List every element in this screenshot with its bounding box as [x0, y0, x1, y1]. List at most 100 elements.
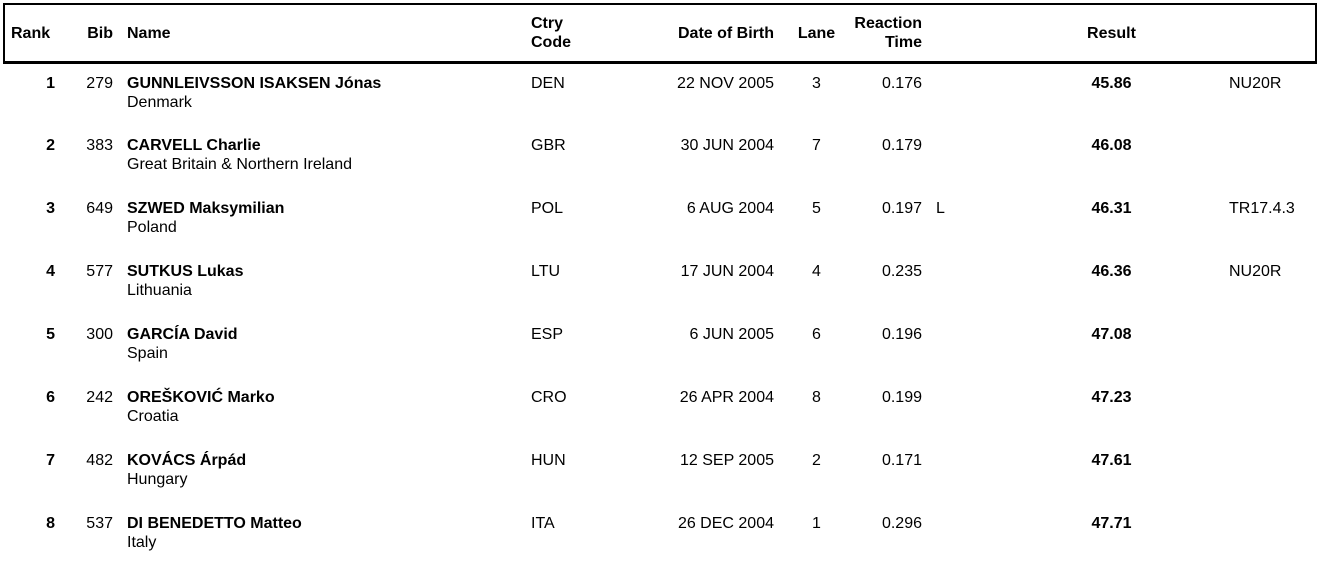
- col-header-name-label: Name: [127, 24, 171, 42]
- bib-cell: 383: [86, 136, 113, 154]
- athlete-name: CARVELL Charlie: [127, 136, 261, 154]
- remark-cell: [1219, 126, 1316, 189]
- name-cell: GARCÍA David Spain: [119, 315, 524, 378]
- result-cell: 45.86: [1091, 75, 1132, 92]
- reaction-flag-cell: L: [936, 199, 945, 217]
- country-code-cell: GBR: [531, 136, 566, 154]
- table-row: 8 537 DI BENEDETTO Matteo Italy ITA 26 D…: [4, 504, 1316, 567]
- col-header-reaction-flag: [924, 3, 1004, 64]
- table-header-row: Rank Bib Name Ctry Code Date of Birth La…: [3, 3, 1317, 64]
- name-cell: OREŠKOVIĆ Marko Croatia: [119, 378, 524, 441]
- col-header-lane-label: Lane: [797, 24, 836, 42]
- col-header-date-of-birth: Date of Birth: [614, 3, 779, 64]
- col-header-remark: [1219, 3, 1317, 64]
- lane-cell: 2: [812, 451, 821, 469]
- table-row: 1 279 GUNNLEIVSSON ISAKSEN Jónas Denmark…: [4, 63, 1316, 126]
- rank-cell: 1: [46, 75, 55, 92]
- table-row: 2 383 CARVELL Charlie Great Britain & No…: [4, 126, 1316, 189]
- rank-cell: 5: [46, 325, 55, 343]
- col-header-bib-label: Bib: [87, 24, 113, 42]
- rank-cell: 7: [46, 451, 55, 469]
- date-of-birth-cell: 26 DEC 2004: [677, 514, 774, 532]
- reaction-time-cell: 0.235: [881, 262, 922, 280]
- reaction-flag-cell: [924, 504, 1004, 567]
- country-code-cell: ITA: [531, 514, 555, 532]
- date-of-birth-cell: 26 APR 2004: [679, 388, 774, 406]
- reaction-time-cell: 0.197: [881, 199, 922, 217]
- remark-cell: [1219, 504, 1316, 567]
- col-header-reaction-line2: Time: [884, 34, 922, 51]
- remark-cell: [1219, 378, 1316, 441]
- country-name: Denmark: [127, 94, 192, 111]
- reaction-flag-cell: [924, 441, 1004, 504]
- country-name: Hungary: [127, 470, 188, 488]
- col-header-rank-label: Rank: [11, 24, 51, 42]
- reaction-flag-cell: [924, 315, 1004, 378]
- lane-cell: 7: [812, 136, 821, 154]
- reaction-time-cell: 0.196: [881, 325, 922, 343]
- reaction-time-cell: 0.296: [881, 514, 922, 532]
- name-cell: GUNNLEIVSSON ISAKSEN Jónas Denmark: [119, 63, 524, 126]
- result-cell: 46.08: [1091, 136, 1132, 154]
- country-code-cell: CRO: [531, 388, 567, 406]
- col-header-ctry-code: Ctry Code: [524, 3, 614, 64]
- result-cell: 46.31: [1091, 199, 1132, 217]
- reaction-time-cell: 0.171: [881, 451, 922, 469]
- country-code-cell: POL: [531, 199, 564, 217]
- bib-cell: 537: [86, 514, 113, 532]
- name-cell: SZWED Maksymilian Poland: [119, 189, 524, 252]
- name-cell: CARVELL Charlie Great Britain & Northern…: [119, 126, 524, 189]
- result-cell: 47.23: [1091, 388, 1132, 406]
- reaction-flag-cell: [924, 126, 1004, 189]
- country-code-cell: HUN: [531, 451, 566, 469]
- date-of-birth-cell: 22 NOV 2005: [677, 75, 774, 92]
- result-cell: 47.61: [1091, 451, 1132, 469]
- col-header-ctry-line2: Code: [531, 34, 571, 51]
- lane-cell: 4: [812, 262, 821, 280]
- athlete-name: DI BENEDETTO Matteo: [127, 514, 302, 532]
- name-cell: KOVÁCS Árpád Hungary: [119, 441, 524, 504]
- lane-cell: 1: [812, 514, 821, 532]
- name-cell: SUTKUS Lukas Lithuania: [119, 252, 524, 315]
- athlete-name: GUNNLEIVSSON ISAKSEN Jónas: [127, 75, 382, 92]
- date-of-birth-cell: 30 JUN 2004: [680, 136, 774, 154]
- name-cell: DI BENEDETTO Matteo Italy: [119, 504, 524, 567]
- athlete-name: KOVÁCS Árpád: [127, 451, 247, 469]
- table-row: 4 577 SUTKUS Lukas Lithuania LTU 17 JUN …: [4, 252, 1316, 315]
- col-header-reaction-time: Reaction Time: [854, 3, 924, 64]
- date-of-birth-cell: 12 SEP 2005: [679, 451, 774, 469]
- rank-cell: 2: [46, 136, 55, 154]
- date-of-birth-cell: 6 JUN 2005: [689, 325, 775, 343]
- table-row: 5 300 GARCÍA David Spain ESP 6 JUN 2005 …: [4, 315, 1316, 378]
- athlete-name: SUTKUS Lukas: [127, 262, 244, 280]
- country-name: Italy: [127, 533, 157, 551]
- reaction-time-cell: 0.179: [881, 136, 922, 154]
- country-code-cell: ESP: [531, 325, 564, 343]
- rank-cell: 4: [46, 262, 55, 280]
- bib-cell: 577: [86, 262, 113, 280]
- col-header-rank: Rank: [3, 3, 59, 64]
- remark-cell: NU20R: [1229, 262, 1282, 280]
- country-code-cell: LTU: [531, 262, 561, 280]
- country-name: Spain: [127, 344, 168, 362]
- bib-cell: 482: [86, 451, 113, 469]
- result-cell: 47.08: [1091, 325, 1132, 343]
- table-row: 3 649 SZWED Maksymilian Poland POL 6 AUG…: [4, 189, 1316, 252]
- bib-cell: 279: [86, 75, 113, 92]
- athlete-name: OREŠKOVIĆ Marko: [127, 388, 275, 406]
- country-name: Croatia: [127, 407, 179, 425]
- rank-cell: 3: [46, 199, 55, 217]
- remark-cell: TR17.4.3: [1229, 199, 1295, 217]
- country-name: Great Britain & Northern Ireland: [127, 155, 352, 173]
- reaction-flag-cell: [924, 378, 1004, 441]
- result-cell: 46.36: [1091, 262, 1132, 280]
- athlete-name: SZWED Maksymilian: [127, 199, 285, 217]
- col-header-name: Name: [119, 3, 524, 64]
- results-body: 1 279 GUNNLEIVSSON ISAKSEN Jónas Denmark…: [4, 63, 1316, 567]
- country-code-cell: DEN: [531, 75, 565, 92]
- date-of-birth-cell: 17 JUN 2004: [680, 262, 774, 280]
- athlete-name: GARCÍA David: [127, 325, 238, 343]
- rank-cell: 6: [46, 388, 55, 406]
- lane-cell: 8: [812, 388, 821, 406]
- rank-cell: 8: [46, 514, 55, 532]
